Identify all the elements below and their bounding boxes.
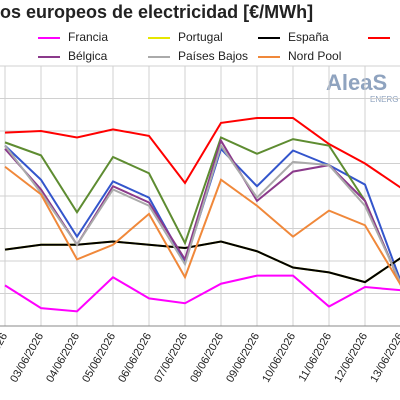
logo: AleaS	[326, 70, 387, 95]
x-tick-label: 08/06/2026	[188, 331, 226, 385]
x-tick-label: 04/06/2026	[44, 331, 82, 385]
chart-title: os europeos de electricidad [€/MWh]	[0, 2, 313, 22]
legend-label: Francia	[68, 30, 108, 44]
series-line	[4, 136, 400, 286]
legend-label: España	[288, 30, 329, 44]
x-tick-label: 11/06/2026	[297, 331, 335, 384]
series-line	[4, 274, 400, 313]
logo-sub: ENERG	[370, 95, 398, 104]
series-line	[4, 240, 400, 284]
series-line	[4, 165, 400, 286]
legend-label: Portugal	[178, 30, 223, 44]
x-tick-label: 05/06/2026	[80, 331, 118, 385]
series-line	[4, 117, 400, 189]
x-tick-label: 06/06/2026	[116, 331, 154, 385]
x-tick-label: 07/06/2026	[152, 331, 190, 385]
x-tick-label: 09/06/2026	[224, 331, 262, 385]
series-line	[4, 144, 400, 283]
legend-label: Países Bajos	[178, 49, 248, 63]
legend-label: Bélgica	[68, 49, 108, 63]
x-tick-label: 12/06/2026	[332, 331, 370, 385]
x-tick-label: 03/06/2026	[8, 331, 46, 385]
x-tick-label: 10/06/2026	[260, 331, 298, 385]
x-tick-label: 13/06/2026	[368, 331, 400, 385]
legend-label: Nord Pool	[288, 49, 341, 63]
series-line	[4, 143, 400, 284]
